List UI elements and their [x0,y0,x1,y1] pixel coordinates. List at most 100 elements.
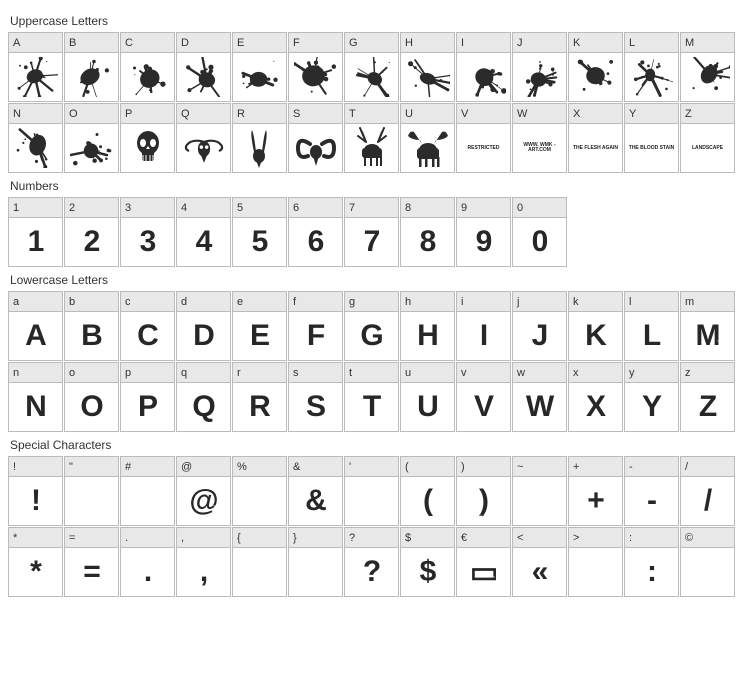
cell-glyph: 5 [233,218,286,266]
cell-label: v [457,363,510,383]
cell-label: e [233,292,286,312]
cell-glyph: J [513,312,566,360]
cell-glyph [65,53,118,101]
cell-label: x [569,363,622,383]
charmap-cell: A [8,32,63,102]
charmap-cell: H [400,32,455,102]
cell-glyph: 1 [9,218,62,266]
cell-glyph: ! [9,477,62,525]
cell-glyph: THE BLOOD STAIN [625,124,678,172]
cell-label: B [65,33,118,53]
charmap-cell: pP [120,362,175,432]
cell-glyph [345,53,398,101]
glyph-char: 6 [308,225,324,259]
charmap-cell: tT [344,362,399,432]
charmap-cell: nN [8,362,63,432]
charmap-cell: S [288,103,343,173]
charmap-cell: ZLANDSCAPE [680,103,735,173]
charmap-cell: K [568,32,623,102]
cell-label: s [289,363,342,383]
charmap-cell: M [680,32,735,102]
charmap-cell: J [512,32,567,102]
charmap-cell: cC [120,291,175,361]
cell-label: w [513,363,566,383]
cell-label: L [625,33,678,53]
charmap-cell: } [288,527,343,597]
cell-glyph [65,477,118,525]
glyph-char: * [30,555,41,589]
glyph-char: 5 [252,225,268,259]
cell-glyph: ? [345,548,398,596]
cell-glyph [177,124,230,172]
charmap-cell: -- [624,456,679,526]
charmap-grid: 11223344556677889900 [8,197,740,267]
charmap-cell: 22 [64,197,119,267]
splat-icon [574,57,618,97]
cell-label: r [233,363,286,383]
cell-label: o [65,363,118,383]
section-title: Lowercase Letters [10,273,740,287]
cell-label: z [681,363,734,383]
charmap-cell: WWWW. WMK - ART.COM [512,103,567,173]
cell-glyph: & [289,477,342,525]
cell-label: - [625,457,678,477]
cell-label: J [513,33,566,53]
glyph-char: E [250,319,269,353]
charmap-cell: mM [680,291,735,361]
cell-glyph [233,548,286,596]
cell-glyph [681,53,734,101]
cell-glyph: + [569,477,622,525]
cell-label: p [121,363,174,383]
cell-label: & [289,457,342,477]
charmap-cell: O [64,103,119,173]
cell-label: ~ [513,457,566,477]
glyph-char: X [586,390,605,424]
cell-label: u [401,363,454,383]
charmap-cell: N [8,103,63,173]
glyph-char: 8 [420,225,436,259]
glyph-char: 0 [532,225,548,259]
glyph-char: 4 [196,225,212,259]
cell-glyph: O [65,383,118,431]
charmap-cell: gG [344,291,399,361]
cell-glyph: * [9,548,62,596]
charmap-cell: F [288,32,343,102]
cell-glyph: = [65,548,118,596]
cell-glyph: V [457,383,510,431]
charmap-cell: <« [512,527,567,597]
cell-label: , [177,528,230,548]
cell-glyph [569,548,622,596]
cell-glyph: N [9,383,62,431]
cell-label: t [345,363,398,383]
glyph-char: Z [699,390,716,424]
cell-glyph [121,53,174,101]
cell-label: 7 [345,198,398,218]
charmap-cell: % [232,456,287,526]
cell-glyph: « [513,548,566,596]
splat-icon [350,57,394,97]
charmap-cell: zZ [680,362,735,432]
cell-glyph: RESTRICTED [457,124,510,172]
glyph-char: 9 [476,225,492,259]
cell-label: W [513,104,566,124]
glyph-char: 3 [140,225,156,259]
cell-label: ? [345,528,398,548]
charmap-cell: D [176,32,231,102]
cell-label: a [9,292,62,312]
cell-label: * [9,528,62,548]
cell-glyph: WWW. WMK - ART.COM [513,124,566,172]
charmap-cell: yY [624,362,679,432]
cell-label: h [401,292,454,312]
charmap-cell: eE [232,291,287,361]
font-charmap: Uppercase LettersABCDEFGHIJKLMNOP Q R S [8,14,740,597]
charmap-cell: lL [624,291,679,361]
charmap-cell: ,, [176,527,231,597]
charmap-cell: qQ [176,362,231,432]
glyph-char: 2 [84,225,100,259]
charmap-cell: ' [344,456,399,526]
cell-label: y [625,363,678,383]
charmap-cell: R [232,103,287,173]
cell-label: P [121,104,174,124]
cell-label: U [401,104,454,124]
charmap-cell: > [568,527,623,597]
